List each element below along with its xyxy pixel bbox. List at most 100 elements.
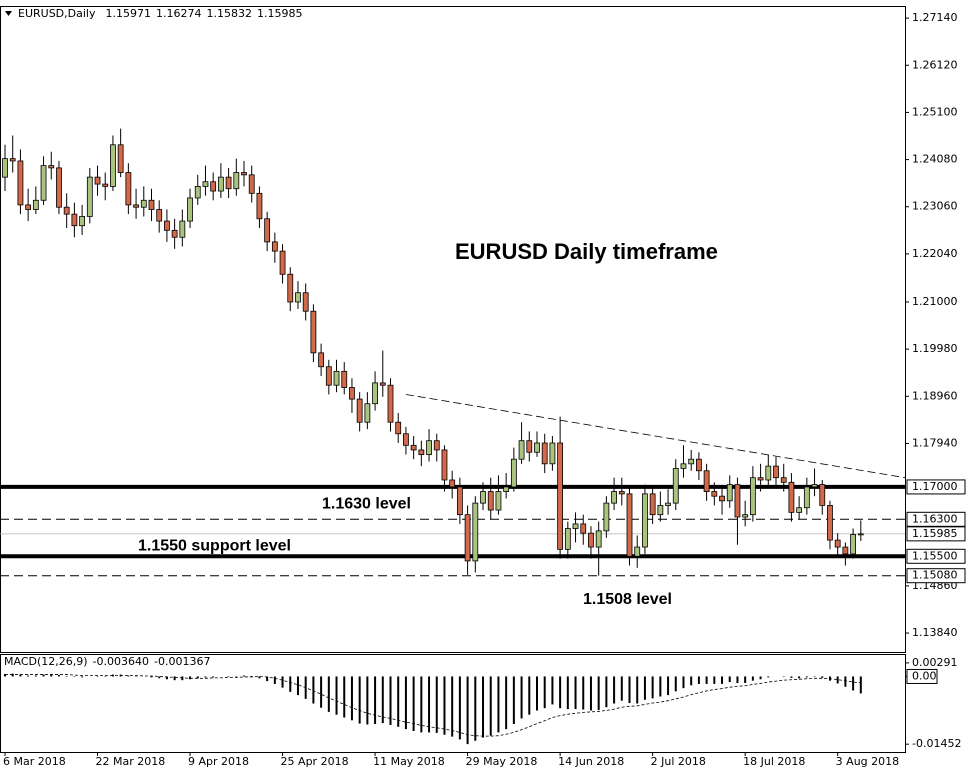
current-price-label: 1.15985 <box>912 527 958 540</box>
y-tick-label: 1.18960 <box>912 389 958 402</box>
candle-body <box>834 539 841 548</box>
menu-arrow <box>5 11 12 16</box>
x-tick-label: 9 Apr 2018 <box>188 755 249 768</box>
macd-y-tick-label: 0.00 <box>912 669 937 682</box>
ohlc-value: 1.15971 <box>105 7 151 20</box>
candle-body <box>441 449 448 481</box>
candle-body <box>773 465 779 479</box>
candle-body <box>649 493 656 516</box>
y-tick-label: 1.17940 <box>912 436 958 449</box>
candle-body <box>541 442 548 465</box>
x-tick-label: 2 Jul 2018 <box>651 755 706 768</box>
candle-body <box>426 440 432 455</box>
candle-body <box>210 181 217 192</box>
x-tick-label: 11 May 2018 <box>373 755 445 768</box>
candle-body <box>526 440 533 453</box>
y-tick-label: 1.21000 <box>912 295 958 308</box>
ohlc-value: 1.15985 <box>257 7 303 20</box>
candle-body <box>510 458 517 488</box>
candle-body <box>788 481 795 513</box>
candle-body <box>256 192 263 220</box>
candle-body <box>827 505 833 541</box>
candle-body <box>665 502 671 506</box>
candle-body <box>765 465 772 481</box>
candle-body <box>387 384 394 423</box>
macd-y-tick-label: -0.01452 <box>912 737 961 750</box>
trendline <box>405 394 906 479</box>
y-tick-label: 1.26120 <box>912 58 958 71</box>
candle-body <box>618 491 625 495</box>
macd-value: -0.003640 <box>93 655 149 668</box>
x-tick-label: 14 Jun 2018 <box>558 755 624 768</box>
candle-body <box>811 484 818 488</box>
candle-body <box>418 449 425 455</box>
candle-body <box>472 502 479 562</box>
candle-body <box>657 505 664 516</box>
candle-body <box>117 144 124 173</box>
level-label-box <box>906 568 966 584</box>
level-label: 1.15080 <box>912 569 958 582</box>
level-label-box <box>906 511 966 527</box>
candle-body <box>48 165 55 169</box>
candle-body <box>9 158 16 162</box>
candle-body <box>518 440 525 460</box>
candle-body <box>534 442 540 453</box>
candle-body <box>726 484 733 502</box>
candle-body <box>349 387 355 400</box>
candle-body <box>295 292 301 303</box>
candle-body <box>711 491 718 497</box>
candle-body <box>642 493 648 548</box>
candle-body <box>757 477 764 481</box>
candle-body <box>194 185 201 199</box>
candle-body <box>179 220 186 238</box>
candle-body <box>333 370 340 386</box>
y-tick-label: 1.24080 <box>912 153 958 166</box>
candle-body <box>225 176 232 190</box>
candle-body <box>572 523 579 529</box>
candle-body <box>749 477 756 516</box>
candle-body <box>464 514 471 562</box>
x-tick-label: 6 Mar 2018 <box>3 755 66 768</box>
candle-body <box>110 144 116 187</box>
chart-annotation: EURUSD Daily timeframe <box>455 239 718 264</box>
candle-body <box>549 442 556 465</box>
level-note: 1.1630 level <box>322 496 411 513</box>
candle-body <box>603 502 610 532</box>
level-label: 1.17000 <box>912 480 958 493</box>
x-tick-label: 18 Jul 2018 <box>743 755 805 768</box>
candle-body <box>672 468 679 504</box>
x-tick-label: 22 Mar 2018 <box>96 755 166 768</box>
level-label-box <box>906 548 966 564</box>
candle-body <box>588 532 594 548</box>
candle-body <box>503 486 510 492</box>
candle-body <box>379 382 386 386</box>
x-tick-label: 25 Apr 2018 <box>281 755 349 768</box>
macd-y-tick-label: 0.00291 <box>912 656 958 669</box>
y-tick-label: 1.13840 <box>912 626 958 639</box>
candle-body <box>102 183 109 187</box>
candle-body <box>2 158 8 178</box>
candle-body <box>125 172 132 206</box>
candle-body <box>25 204 32 210</box>
candle-body <box>819 484 826 506</box>
candle-body <box>433 440 440 451</box>
candle-body <box>271 241 278 252</box>
candle-body <box>56 167 62 208</box>
macd-pane <box>0 654 906 753</box>
main-pane <box>0 6 906 653</box>
ohlc-value: 1.15832 <box>206 7 252 20</box>
candle-body <box>803 486 810 509</box>
candle-body <box>140 199 147 208</box>
current-price-box <box>906 526 966 542</box>
candle-body <box>217 176 224 192</box>
candle-body <box>410 444 417 451</box>
level-note: 1.1508 level <box>583 591 672 608</box>
level-note: 1.1550 support level <box>138 538 291 555</box>
candle-body <box>86 176 93 217</box>
candle-body <box>318 352 325 368</box>
candle-body <box>202 181 209 187</box>
candle-body <box>580 523 587 534</box>
candle-body <box>287 273 294 303</box>
level-label: 1.15500 <box>912 549 958 562</box>
candle-body <box>372 382 378 405</box>
